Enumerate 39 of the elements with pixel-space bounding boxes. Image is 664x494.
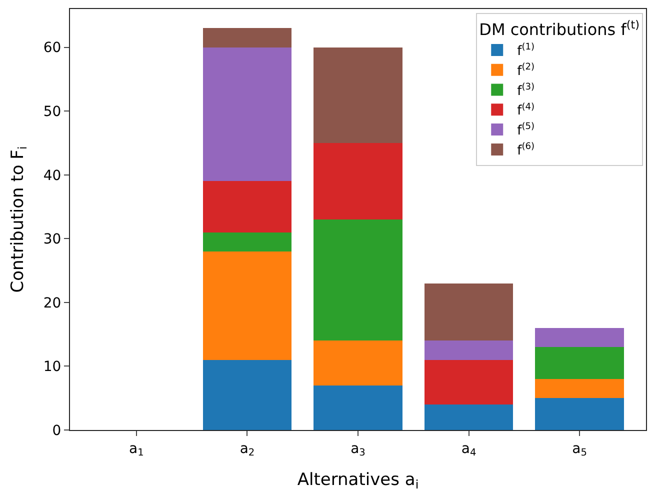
bar bbox=[202, 28, 292, 48]
legend-label: f$^{(1)}$ bbox=[517, 42, 535, 60]
legend-label: f$^{(4)}$ bbox=[517, 102, 535, 119]
bar bbox=[314, 385, 402, 430]
bar bbox=[535, 378, 624, 398]
y-tick-label: 30 bbox=[43, 232, 62, 248]
bar bbox=[202, 232, 292, 252]
y-tick-label: 20 bbox=[43, 295, 62, 312]
legend-label: f$^{(6)}$ bbox=[517, 142, 535, 159]
legend-title: DM contributions f$^{(t)}$ bbox=[479, 18, 640, 40]
bar bbox=[202, 47, 292, 182]
bar bbox=[202, 251, 292, 360]
y-tick-label: 40 bbox=[43, 168, 62, 184]
bar bbox=[535, 398, 624, 430]
bar bbox=[424, 283, 514, 341]
bar bbox=[314, 340, 402, 386]
bar bbox=[202, 181, 292, 232]
y-tick-label: 60 bbox=[43, 40, 62, 56]
legend-label: f$^{(2)}$ bbox=[517, 62, 535, 79]
x-tick-label: a$_{2}$ bbox=[240, 440, 255, 459]
x-tick-label: a$_{3}$ bbox=[350, 440, 366, 459]
bar bbox=[314, 47, 402, 143]
bar bbox=[535, 328, 624, 348]
x-tick-label: a$_{4}$ bbox=[461, 440, 476, 459]
bar bbox=[314, 220, 402, 341]
legend-label: f$^{(3)}$ bbox=[517, 82, 535, 99]
x-tick-label: a$_{1}$ bbox=[129, 440, 144, 459]
x-axis-title: Alternatives a$_{i}$ bbox=[297, 470, 419, 492]
bar bbox=[535, 347, 624, 379]
y-tick-label: 10 bbox=[43, 359, 62, 376]
legend-label: f$^{(5)}$ bbox=[517, 122, 535, 139]
y-tick-label: 50 bbox=[43, 104, 62, 120]
y-tick-label: 0 bbox=[52, 422, 62, 439]
bar bbox=[424, 404, 514, 430]
x-tick-label: a$_{5}$ bbox=[572, 440, 587, 459]
bar bbox=[424, 340, 514, 360]
bar bbox=[314, 142, 402, 220]
bar bbox=[202, 360, 292, 430]
bar bbox=[424, 360, 514, 404]
